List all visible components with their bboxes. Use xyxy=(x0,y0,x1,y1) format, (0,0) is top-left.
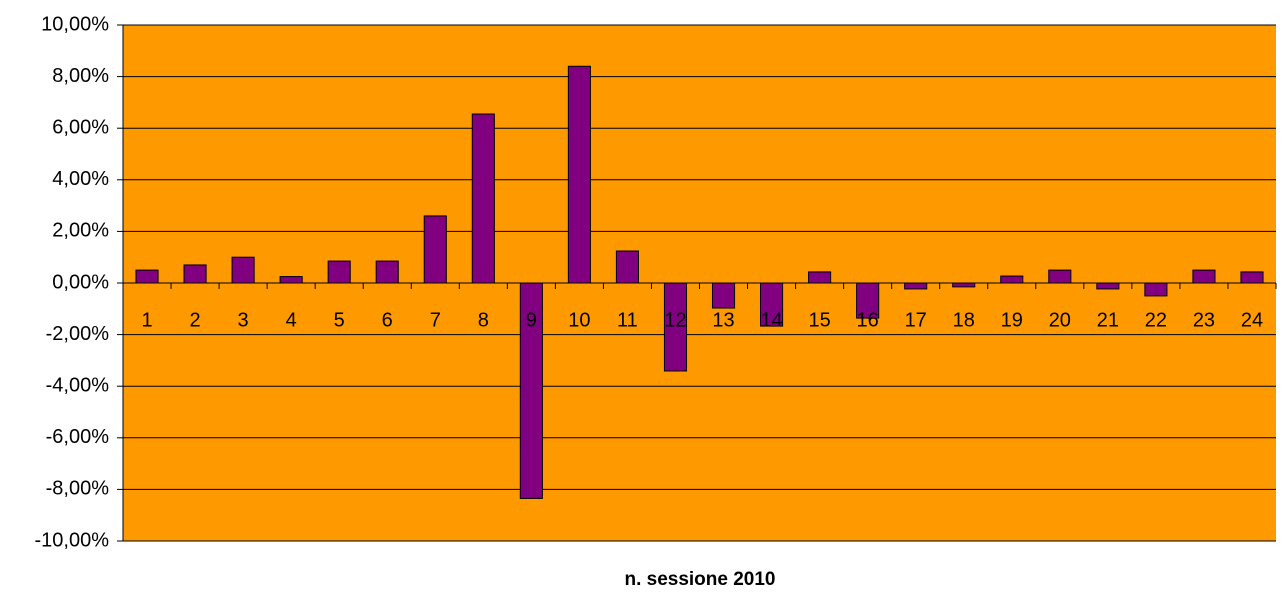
x-tick-label: 7 xyxy=(430,309,441,331)
bar xyxy=(1048,269,1072,284)
bar xyxy=(904,282,928,290)
bar xyxy=(1240,271,1264,284)
bar xyxy=(519,282,543,499)
y-tick-label: 0,00% xyxy=(52,271,109,293)
x-tick-label: 22 xyxy=(1145,309,1167,331)
bar xyxy=(1144,282,1168,297)
x-tick-label: 14 xyxy=(760,309,782,331)
x-tick-label: 20 xyxy=(1049,309,1071,331)
bar xyxy=(856,282,880,319)
bar xyxy=(711,282,736,309)
y-tick-label: 10,00% xyxy=(41,13,109,35)
bar xyxy=(808,271,832,284)
x-tick-label: 13 xyxy=(712,309,734,331)
x-tick-label: 17 xyxy=(905,309,927,331)
y-tick-label: -6,00% xyxy=(46,426,110,448)
bar xyxy=(615,250,639,284)
bar xyxy=(183,264,207,284)
x-tick-label: 23 xyxy=(1193,309,1215,331)
x-tick-label: 16 xyxy=(857,309,879,331)
bar xyxy=(279,276,303,284)
x-tick-label: 8 xyxy=(478,309,489,331)
x-tick-label: 1 xyxy=(141,309,152,331)
x-tick-label: 5 xyxy=(334,309,345,331)
x-tick-label: 12 xyxy=(664,309,686,331)
y-tick-label: 8,00% xyxy=(52,65,109,87)
bar xyxy=(1000,275,1024,284)
bar xyxy=(663,282,688,372)
y-tick-label: 4,00% xyxy=(52,168,109,190)
x-tick-label: 6 xyxy=(382,309,393,331)
bar xyxy=(327,260,351,284)
x-tick-label: 9 xyxy=(526,309,537,331)
y-tick-label: -8,00% xyxy=(46,478,110,500)
y-tick-label: 6,00% xyxy=(52,116,109,138)
bar xyxy=(760,282,784,327)
bar xyxy=(952,282,976,288)
x-tick-label: 15 xyxy=(808,309,830,331)
bar xyxy=(1192,269,1216,284)
bar xyxy=(375,260,399,284)
x-tick-label: 19 xyxy=(1001,309,1023,331)
x-tick-label: 4 xyxy=(286,309,297,331)
x-tick-label: 21 xyxy=(1097,309,1119,331)
x-tick-label: 24 xyxy=(1241,309,1263,331)
x-tick-label: 3 xyxy=(238,309,249,331)
bar xyxy=(567,65,591,284)
bar xyxy=(135,269,159,284)
x-tick-label: 2 xyxy=(190,309,201,331)
x-tick-label: 10 xyxy=(568,309,590,331)
bar xyxy=(231,256,255,284)
y-tick-label: -10,00% xyxy=(35,529,110,551)
x-tick-label: 11 xyxy=(617,309,638,331)
bar xyxy=(1096,282,1120,290)
bar xyxy=(471,113,495,284)
x-axis-label: n. sessione 2010 xyxy=(624,569,775,590)
y-tick-label: 2,00% xyxy=(52,220,109,242)
y-tick-label: -2,00% xyxy=(46,323,110,345)
y-tick-label: -4,00% xyxy=(46,374,110,396)
x-tick-label: 18 xyxy=(953,309,975,331)
bar xyxy=(423,215,447,284)
